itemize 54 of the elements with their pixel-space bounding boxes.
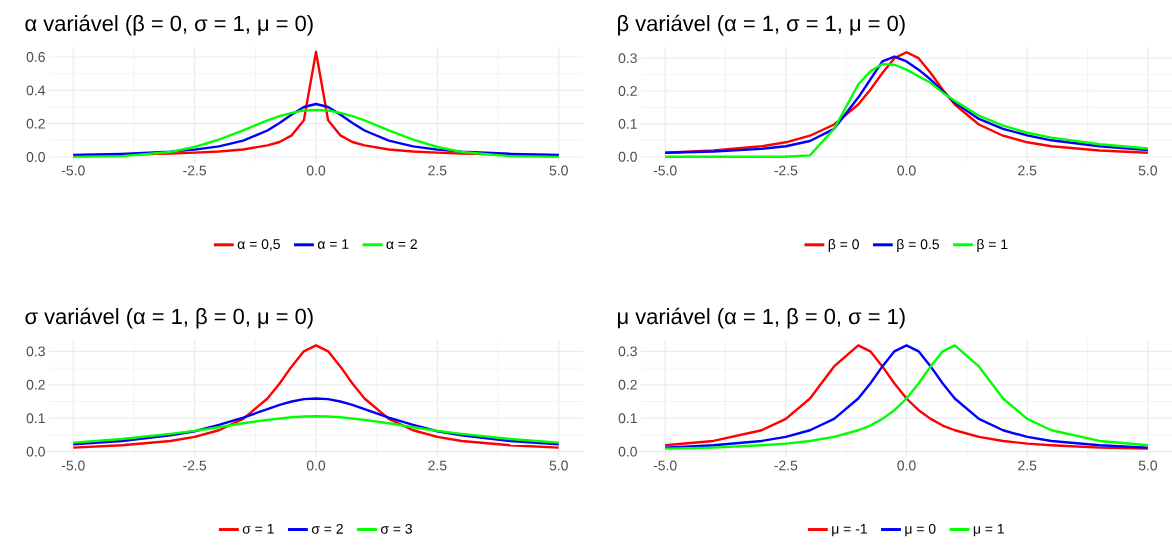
x-tick-label: 0.0 xyxy=(897,165,916,176)
x-tick-label: 5.0 xyxy=(549,165,568,176)
x-tick-label: 0.0 xyxy=(306,165,326,176)
chart-title: σ variável (α = 1, β = 0, μ = 0) xyxy=(25,307,313,329)
y-tick-label: 0.3 xyxy=(618,53,637,64)
x-tick-label: 2.5 xyxy=(428,165,447,176)
x-tick-label: 5.0 xyxy=(549,460,568,471)
legend-label: β = 0 xyxy=(828,238,859,252)
y-tick-label: 0.2 xyxy=(26,118,45,129)
x-tick-label: -2.5 xyxy=(183,460,207,471)
x-tick-label: 5.0 xyxy=(1138,165,1158,176)
y-tick-label: 0.0 xyxy=(26,446,45,457)
y-tick-label: 0.6 xyxy=(26,52,45,62)
y-tick-label: 0.2 xyxy=(618,86,637,96)
x-tick-label: -5.0 xyxy=(61,165,85,176)
legend-label: β = 0.5 xyxy=(897,238,939,252)
x-tick-label: -5.0 xyxy=(61,460,85,471)
legend-label: μ = 0 xyxy=(905,523,936,537)
y-tick-label: 0.1 xyxy=(26,413,45,424)
y-tick-label: 0.4 xyxy=(26,85,46,96)
legend-label: μ = 1 xyxy=(973,523,1004,537)
legend-label: α = 2 xyxy=(386,239,417,250)
y-tick-label: 0.0 xyxy=(618,446,637,457)
y-tick-label: 0.0 xyxy=(618,151,637,162)
line-series xyxy=(72,397,560,446)
legend-label: μ = -1 xyxy=(832,523,867,537)
legend-label: α = 0,5 xyxy=(237,239,280,251)
x-tick-label: 2.5 xyxy=(428,460,447,471)
x-tick-label: 2.5 xyxy=(1018,460,1037,471)
x-tick-label: -2.5 xyxy=(774,460,798,471)
y-tick-label: 0.3 xyxy=(618,346,637,357)
chart-title: α variável (β = 0, σ = 1, μ = 0) xyxy=(25,14,313,36)
y-tick-label: 0.3 xyxy=(26,346,45,357)
line-series xyxy=(72,344,560,449)
legend-label: σ = 3 xyxy=(380,523,412,534)
x-tick-label: 2.5 xyxy=(1018,165,1037,176)
x-tick-label: -5.0 xyxy=(653,165,677,176)
x-tick-label: 0.0 xyxy=(306,460,326,471)
chart-title: μ variável (α = 1, β = 0, σ = 1) xyxy=(618,307,905,329)
x-tick-label: 0.0 xyxy=(897,460,916,471)
x-tick-label: -2.5 xyxy=(183,165,207,176)
y-tick-label: 0.2 xyxy=(26,379,45,390)
legend-label: σ = 2 xyxy=(311,523,343,534)
x-tick-label: 5.0 xyxy=(1138,460,1158,471)
legend-label: α = 1 xyxy=(317,239,349,249)
x-tick-label: -5.0 xyxy=(653,460,677,471)
y-tick-label: 0.2 xyxy=(618,379,637,390)
legend-label: β = 1 xyxy=(977,238,1008,252)
x-tick-label: -2.5 xyxy=(774,165,798,176)
y-tick-label: 0.1 xyxy=(618,413,637,424)
y-tick-label: 0.1 xyxy=(618,118,637,129)
legend-label: σ = 1 xyxy=(242,523,274,534)
y-tick-label: 0.0 xyxy=(26,152,45,162)
chart-title: β variável (α = 1, σ = 1, μ = 0) xyxy=(618,14,905,36)
